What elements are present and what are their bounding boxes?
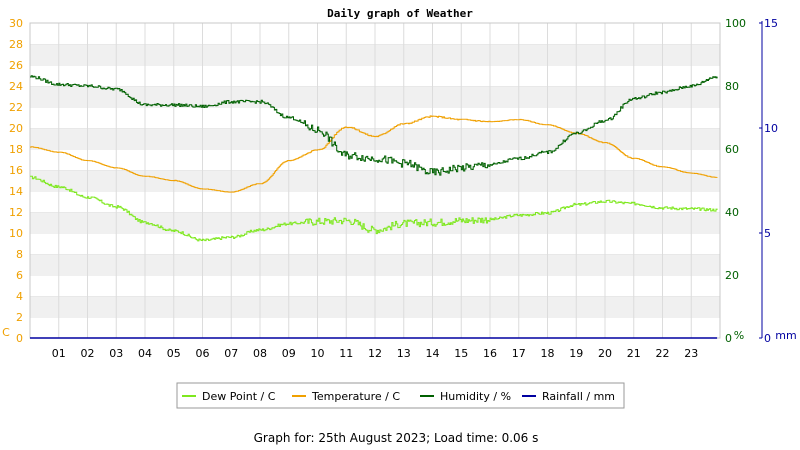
x-tick-label: 05 xyxy=(167,347,181,360)
percent-axis-ticks: 0 20 40 60 80 100 xyxy=(725,17,746,345)
percent-tick-label: 60 xyxy=(725,143,739,156)
celsius-tick-label: 0 xyxy=(16,332,23,345)
celsius-tick-label: 12 xyxy=(9,206,23,219)
x-tick-label: 14 xyxy=(426,347,440,360)
percent-tick-label: 40 xyxy=(725,206,739,219)
x-tick-label: 13 xyxy=(397,347,411,360)
celsius-tick-label: 30 xyxy=(9,17,23,30)
x-tick-label: 01 xyxy=(52,347,66,360)
legend: Dew Point / C Temperature / C Humidity / %… xyxy=(176,382,625,409)
percent-tick-label: 0 xyxy=(725,332,732,345)
celsius-tick-label: 2 xyxy=(16,311,23,324)
legend-label-humidity: Humidity / % xyxy=(440,390,511,403)
celsius-axis-unit: C xyxy=(2,326,10,339)
legend-label-dew-point: Dew Point / C xyxy=(202,390,276,403)
vertical-gridlines xyxy=(58,23,692,338)
humidity-line xyxy=(30,75,718,176)
x-tick-label: 17 xyxy=(512,347,526,360)
rainfall-tick-label: 5 xyxy=(764,227,771,240)
x-tick-label: 22 xyxy=(656,347,670,360)
percent-tick-label: 80 xyxy=(725,80,739,93)
celsius-tick-label: 16 xyxy=(9,164,23,177)
x-tick-label: 18 xyxy=(541,347,555,360)
x-tick-label: 20 xyxy=(598,347,612,360)
x-tick-label: 21 xyxy=(627,347,641,360)
series-layer xyxy=(30,75,718,339)
celsius-tick-label: 10 xyxy=(9,227,23,240)
x-tick-label: 02 xyxy=(81,347,95,360)
rainfall-tick-label: 10 xyxy=(764,122,778,135)
celsius-tick-label: 22 xyxy=(9,101,23,114)
x-tick-label: 03 xyxy=(109,347,123,360)
x-tick-label: 12 xyxy=(368,347,382,360)
temperature-line xyxy=(30,115,718,193)
celsius-tick-label: 26 xyxy=(9,59,23,72)
x-tick-label: 04 xyxy=(138,347,152,360)
legend-label-temperature: Temperature / C xyxy=(311,390,400,403)
celsius-tick-label: 28 xyxy=(9,38,23,51)
x-tick-label: 19 xyxy=(569,347,583,360)
percent-tick-label: 20 xyxy=(725,269,739,282)
x-axis-ticks: 01 02 03 04 05 06 07 08 09 10 11 12 13 14 15 16 17 18 19 20… xyxy=(52,347,699,360)
x-tick-label: 09 xyxy=(282,347,296,360)
rainfall-tick-label: 0 xyxy=(764,332,771,345)
x-tick-label: 15 xyxy=(454,347,468,360)
celsius-tick-label: 14 xyxy=(9,185,23,198)
x-tick-label: 08 xyxy=(253,347,267,360)
x-tick-label: 07 xyxy=(224,347,238,360)
percent-tick-label: 100 xyxy=(725,17,746,30)
x-tick-label: 10 xyxy=(311,347,325,360)
celsius-tick-label: 18 xyxy=(9,143,23,156)
legend-label-rainfall: Rainfall / mm xyxy=(542,390,615,403)
x-tick-label: 11 xyxy=(339,347,353,360)
legend-box xyxy=(176,382,625,409)
rainfall-tick-label: 15 xyxy=(764,17,778,30)
x-tick-label: 06 xyxy=(196,347,210,360)
celsius-tick-label: 8 xyxy=(16,248,23,261)
celsius-tick-label: 24 xyxy=(9,80,23,93)
celsius-tick-label: 4 xyxy=(16,290,23,303)
rainfall-axis-unit: mm xyxy=(775,329,796,342)
rainfall-axis: 0 5 10 15 xyxy=(759,17,778,345)
footer-text: Graph for: 25th August 2023; Load time: … xyxy=(254,431,539,445)
celsius-tick-label: 6 xyxy=(16,269,23,282)
celsius-tick-label: 20 xyxy=(9,122,23,135)
percent-axis-unit: % xyxy=(734,329,744,342)
x-tick-label: 16 xyxy=(483,347,497,360)
chart-title: Daily graph of Weather xyxy=(327,7,473,20)
x-tick-label: 23 xyxy=(684,347,698,360)
dew-point-line xyxy=(30,175,718,242)
